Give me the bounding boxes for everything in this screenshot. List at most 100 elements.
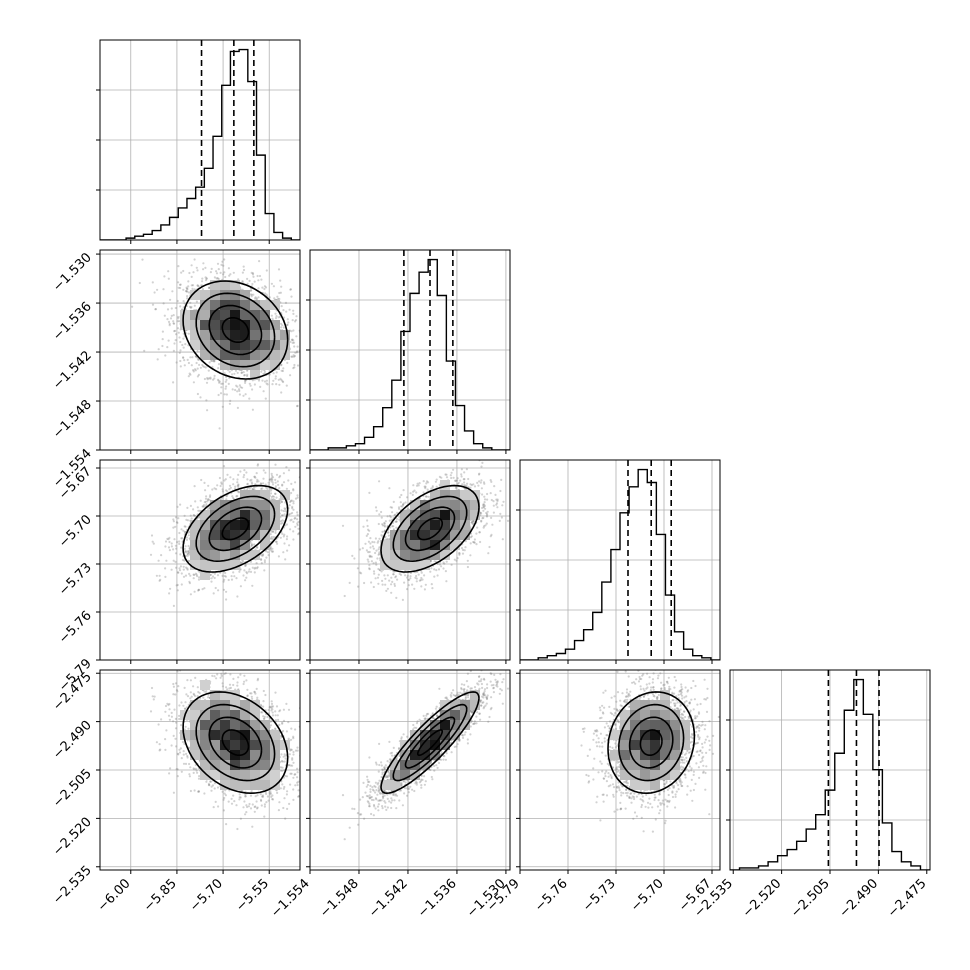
scatter-point (165, 559, 168, 562)
scatter-point (257, 480, 260, 483)
scatter-point (253, 383, 256, 386)
scatter-point (240, 371, 243, 374)
scatter-point (244, 379, 247, 383)
scatter-point (271, 495, 274, 498)
scatter-point (289, 288, 292, 291)
scatter-point (225, 378, 228, 381)
scatter-point (182, 565, 185, 568)
scatter-point (285, 310, 288, 313)
scatter-point (170, 307, 173, 310)
scatter-point (282, 472, 285, 475)
scatter-point (263, 370, 266, 373)
scatter-point (282, 380, 285, 384)
scatter-point (282, 316, 286, 319)
scatter-point (253, 567, 256, 570)
scatter-point (244, 379, 247, 382)
scatter-point (290, 295, 293, 298)
scatter-point (174, 525, 177, 528)
scatter-point (216, 378, 220, 381)
scatter-point (185, 290, 188, 293)
scatter-point (270, 535, 273, 539)
density-cell (200, 330, 210, 340)
scatter-point (292, 500, 295, 503)
scatter-point (295, 351, 299, 354)
scatter-point (151, 540, 154, 543)
scatter-point (218, 380, 221, 383)
scatter-point (289, 499, 292, 502)
scatter-point (293, 363, 296, 367)
scatter-point (222, 580, 225, 583)
scatter-point (294, 497, 298, 500)
scatter-point (245, 571, 248, 574)
scatter-point (174, 329, 177, 332)
scatter-point (175, 333, 178, 336)
density-cell (230, 330, 240, 340)
scatter-point (288, 544, 291, 547)
scatter-point (211, 359, 214, 362)
scatter-point (187, 559, 190, 562)
scatter-point (241, 560, 245, 563)
scatter-point (282, 309, 285, 312)
scatter-point (296, 518, 299, 521)
scatter-point (249, 293, 252, 296)
scatter-point (284, 558, 287, 561)
scatter-point (270, 477, 273, 480)
scatter-point (270, 549, 273, 552)
scatter-point (196, 284, 199, 287)
scatter-point (282, 509, 285, 513)
scatter-point (207, 497, 210, 501)
scatter-point (250, 295, 253, 298)
scatter-point (249, 289, 252, 292)
scatter-point (294, 319, 298, 322)
scatter-point (248, 487, 251, 490)
scatter-point (223, 271, 226, 274)
scatter-point (269, 546, 272, 549)
density-cell (200, 290, 210, 300)
scatter-point (305, 491, 307, 493)
density-cell (240, 350, 250, 360)
scatter-point (248, 397, 251, 400)
scatter-point (300, 339, 302, 341)
scatter-point (270, 474, 274, 477)
scatter-point (259, 558, 263, 561)
scatter-point (290, 338, 294, 341)
scatter-point (187, 332, 190, 335)
scatter-point (193, 514, 196, 517)
scatter-point (280, 326, 283, 329)
scatter-point (208, 495, 212, 498)
scatter-point (193, 573, 196, 577)
scatter-point (250, 542, 253, 545)
scatter-point (223, 479, 226, 482)
scatter-point (164, 567, 167, 570)
scatter-point (191, 356, 194, 359)
scatter-point (260, 562, 263, 565)
scatter-point (303, 344, 305, 346)
scatter-point (197, 588, 200, 592)
scatter-point (211, 488, 214, 491)
scatter-point (251, 543, 254, 547)
scatter-point (217, 393, 220, 397)
scatter-point (222, 465, 226, 468)
scatter-point (173, 538, 176, 541)
scatter-point (229, 273, 232, 276)
scatter-point (215, 270, 218, 273)
scatter-point (184, 574, 188, 577)
scatter-point (196, 506, 199, 509)
scatter-point (199, 366, 202, 369)
scatter-point (220, 481, 223, 484)
scatter-point (164, 354, 167, 357)
scatter-point (204, 276, 207, 279)
scatter-point (186, 519, 190, 522)
scatter-point (166, 308, 170, 311)
scatter-point (186, 506, 189, 509)
density-cell (220, 320, 230, 330)
scatter-point (271, 547, 274, 550)
scatter-point (280, 500, 284, 504)
scatter-point (187, 551, 190, 554)
scatter-point (231, 373, 234, 376)
density-cell (240, 360, 250, 370)
scatter-point (288, 504, 291, 507)
density-cell (190, 330, 200, 340)
scatter-point (192, 508, 195, 511)
scatter-point (166, 346, 169, 349)
